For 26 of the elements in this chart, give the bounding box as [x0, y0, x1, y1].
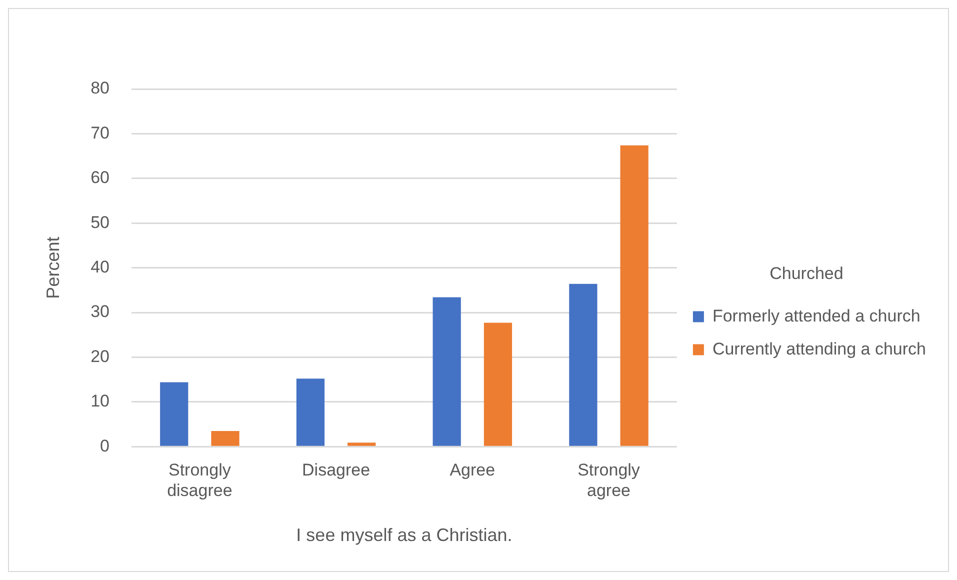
bar — [432, 297, 461, 446]
y-tick-label: 30 — [90, 302, 110, 322]
legend-title: Churched — [770, 264, 844, 283]
legend-label: Formerly attended a church — [712, 306, 920, 326]
x-tick-label: Strongly disagree — [167, 460, 232, 500]
bar — [348, 442, 376, 446]
y-tick-label: 0 — [100, 436, 110, 456]
legend-label: Currently attending a church — [712, 339, 926, 358]
x-tick-label: Strongly agree — [578, 460, 640, 500]
bar — [211, 430, 240, 446]
bar — [160, 382, 188, 446]
bar — [296, 378, 325, 446]
y-axis-title: Percent — [42, 236, 63, 299]
y-tick-label: 40 — [90, 257, 110, 276]
y-tick-label: 80 — [90, 78, 110, 98]
bar — [620, 145, 648, 446]
y-tick-label: 10 — [90, 392, 110, 411]
y-tick-label: 60 — [90, 168, 110, 188]
x-tick-label: Agree — [450, 460, 496, 480]
x-axis-title: I see myself as a Christian. — [296, 525, 512, 546]
y-tick-label: 50 — [90, 212, 110, 232]
x-tick-label: Disagree — [302, 460, 370, 480]
y-tick-label: 70 — [90, 123, 110, 142]
y-tick-label: 20 — [90, 346, 110, 366]
bar — [569, 284, 598, 446]
bar — [484, 322, 512, 446]
